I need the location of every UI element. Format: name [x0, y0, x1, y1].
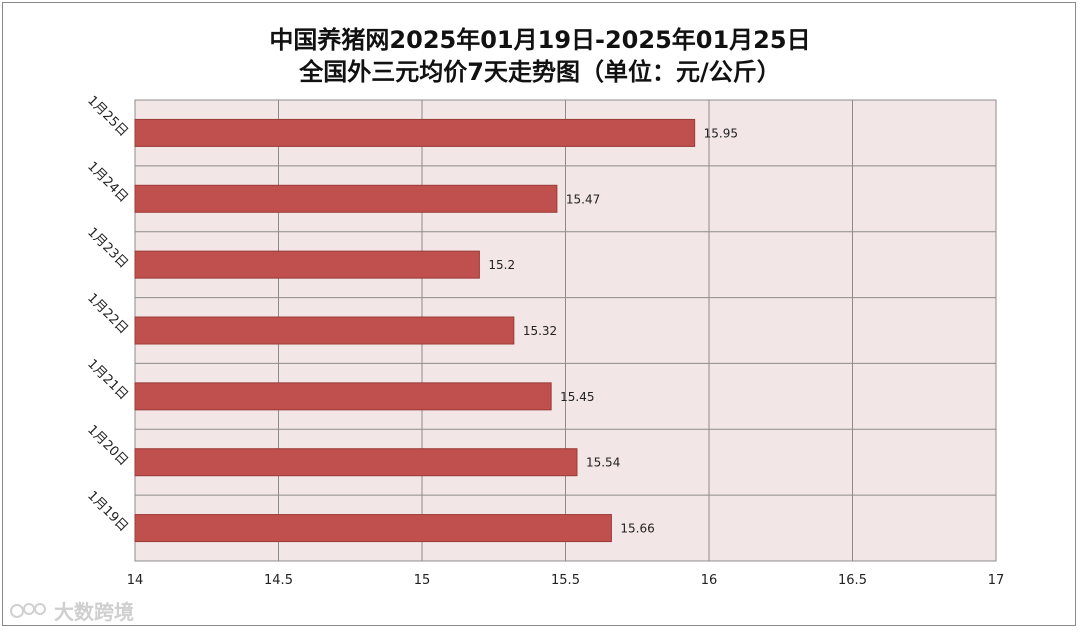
- category-label: 1月20日: [84, 422, 131, 469]
- category-label: 1月25日: [84, 93, 131, 140]
- data-label: 15.47: [566, 192, 600, 206]
- bar: [134, 250, 480, 279]
- category-label: 1月24日: [84, 159, 131, 206]
- data-label: 15.66: [620, 522, 654, 536]
- x-tick-label: 16.5: [838, 573, 867, 588]
- bar: [134, 382, 552, 411]
- data-label: 15.45: [560, 390, 594, 404]
- bar: [134, 184, 558, 213]
- x-tick-label: 15.5: [551, 573, 580, 588]
- data-label: 15.2: [488, 258, 515, 272]
- data-label: 15.54: [586, 456, 620, 470]
- chart-title: 中国养猪网2025年01月19日-2025年01月25日: [269, 26, 811, 54]
- chart-subtitle: 全国外三元均价7天走势图（单位：元/公斤）: [299, 58, 781, 86]
- category-label: 1月22日: [84, 291, 131, 338]
- x-tick-label: 14.5: [264, 573, 293, 588]
- category-label: 1月21日: [84, 357, 131, 404]
- x-tick-label: 16: [701, 573, 718, 588]
- x-tick-label: 14: [127, 573, 144, 588]
- bar: [134, 514, 612, 543]
- bar: [134, 316, 515, 345]
- data-label: 15.95: [704, 126, 738, 140]
- brand-logo-icon: [10, 602, 46, 618]
- watermark: 大数跨境: [10, 596, 134, 625]
- x-tick-label: 17: [988, 573, 1005, 588]
- category-label: 1月19日: [84, 488, 131, 535]
- x-tick-label: 15: [414, 573, 431, 588]
- bar: [134, 448, 578, 477]
- category-label: 1月23日: [84, 225, 131, 272]
- watermark-text: 大数跨境: [54, 600, 134, 624]
- data-label: 15.32: [523, 324, 557, 338]
- bar: [134, 118, 696, 147]
